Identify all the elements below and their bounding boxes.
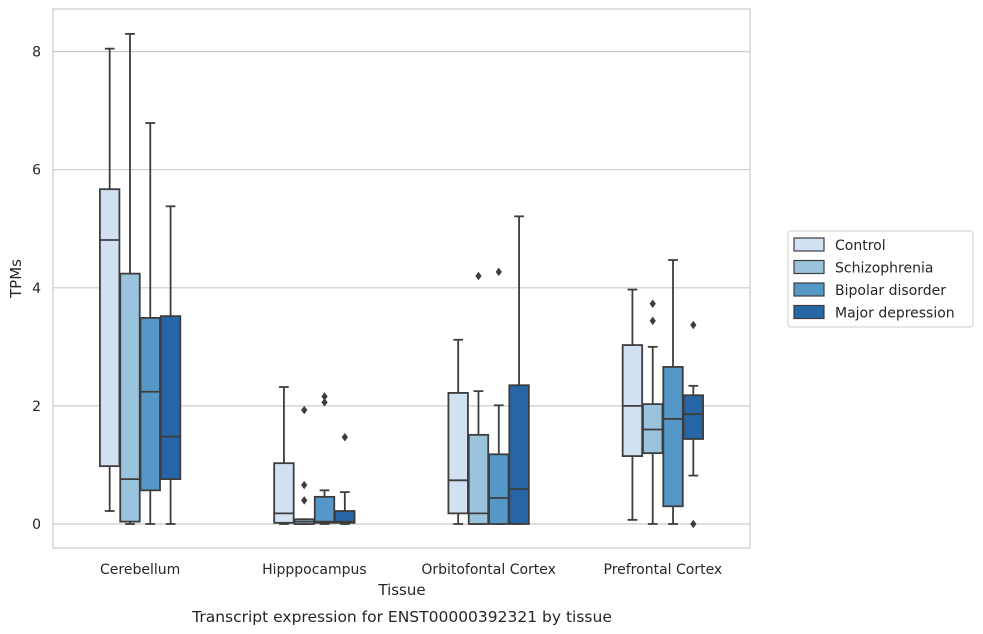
outlier-point bbox=[341, 432, 348, 442]
legend-swatch bbox=[793, 282, 825, 297]
x-tick-label: Prefrontal Cortex bbox=[604, 562, 723, 578]
outlier-point bbox=[690, 320, 697, 330]
outlier-point bbox=[690, 519, 697, 529]
y-tick-label: 0 bbox=[32, 517, 41, 533]
box-iqr bbox=[159, 315, 182, 481]
box-groups bbox=[99, 32, 704, 529]
outlier-point bbox=[649, 316, 656, 326]
box-0-0 bbox=[99, 47, 121, 512]
box-2-3 bbox=[508, 215, 530, 525]
box-iqr bbox=[99, 188, 121, 468]
box-3-3 bbox=[682, 320, 704, 529]
outlier-point bbox=[301, 480, 308, 490]
outlier-point bbox=[301, 496, 308, 505]
x-tick-label: Orbitofontal Cortex bbox=[421, 562, 556, 578]
box-1-3 bbox=[334, 432, 356, 525]
box-iqr bbox=[273, 462, 295, 524]
outlier-point bbox=[475, 271, 482, 281]
legend-label: Bipolar disorder bbox=[835, 283, 946, 299]
y-tick-labels: 0 2 4 6 8 bbox=[32, 45, 41, 533]
box-3-0 bbox=[621, 288, 644, 521]
y-tick-label: 2 bbox=[32, 399, 41, 415]
x-tick-labels: Cerebellum Hipppocampus Orbitofontal Corte… bbox=[100, 562, 722, 578]
box-iqr bbox=[488, 453, 510, 525]
legend-label: Schizophrenia bbox=[835, 261, 933, 277]
y-axis-label: TPMs bbox=[7, 259, 25, 299]
x-axis-label: Tissue bbox=[377, 581, 425, 599]
outlier-point bbox=[649, 299, 656, 308]
outlier-point bbox=[321, 398, 328, 407]
box-iqr bbox=[139, 317, 161, 492]
box-iqr bbox=[313, 495, 336, 524]
box-iqr bbox=[682, 394, 704, 440]
box-iqr bbox=[662, 366, 684, 508]
box-0-2 bbox=[139, 122, 161, 525]
box-3-2 bbox=[662, 259, 684, 525]
outlier-point bbox=[321, 392, 328, 401]
box-iqr bbox=[334, 510, 356, 524]
box-iqr bbox=[508, 384, 530, 525]
legend-label: Major depression bbox=[835, 306, 955, 322]
legend-swatch bbox=[793, 304, 825, 320]
legend-swatch bbox=[793, 237, 825, 252]
outlier-point bbox=[301, 405, 308, 415]
legend-label: Control bbox=[835, 238, 886, 254]
y-tick-label: 4 bbox=[32, 281, 41, 297]
outlier-point bbox=[495, 267, 502, 277]
box-iqr bbox=[621, 344, 644, 457]
box-iqr bbox=[119, 272, 141, 523]
legend-frame bbox=[787, 230, 974, 328]
box-0-3 bbox=[159, 205, 182, 525]
box-0-1 bbox=[119, 32, 141, 525]
plot-area-frame bbox=[52, 8, 751, 549]
box-iqr bbox=[467, 433, 490, 525]
box-iqr bbox=[447, 392, 469, 515]
box-1-0 bbox=[273, 386, 295, 525]
box-1-2 bbox=[313, 392, 336, 525]
x-tick-label: Cerebellum bbox=[100, 562, 180, 578]
box-3-1 bbox=[642, 299, 664, 525]
y-tick-label: 8 bbox=[32, 45, 41, 61]
chart-caption: Transcript expression for ENST0000039232… bbox=[191, 608, 612, 626]
y-tick-label: 6 bbox=[32, 163, 41, 179]
legend-swatch bbox=[793, 259, 825, 275]
x-tick-label: Hipppocampus bbox=[262, 562, 367, 578]
legend: Control Schizophrenia Bipolar disorder Majo… bbox=[787, 230, 974, 328]
